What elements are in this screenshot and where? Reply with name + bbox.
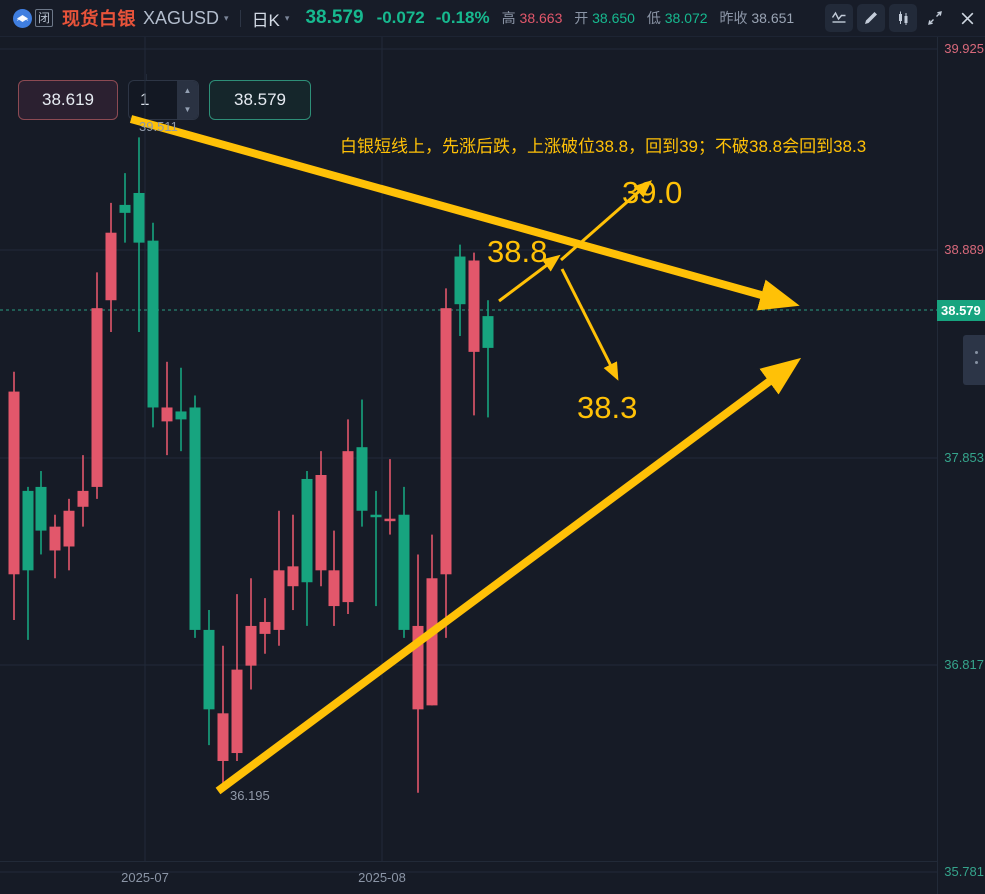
price-tick-label: 38.889 (944, 242, 984, 257)
candle-body (63, 510, 75, 547)
candle-body (454, 256, 466, 305)
candle-body (175, 411, 187, 420)
time-axis: 2025-07 2025-08 (0, 861, 937, 894)
indicator-icon[interactable] (825, 4, 853, 32)
pointer-arrow-0 (560, 180, 653, 262)
stat-label-low: 低 (646, 10, 661, 26)
candle-body (91, 308, 103, 487)
candle-body (315, 474, 327, 571)
candle-body (245, 625, 257, 666)
time-tick-label: 2025-08 (358, 870, 406, 885)
candle-body (133, 192, 145, 243)
timeframe-chevron-down-icon[interactable]: ▾ (284, 12, 290, 23)
chart-note-text: 白银短线上，先涨后跌，上涨破位38.8，回到39；不破38.8会回到38.3 (340, 137, 866, 156)
close-icon[interactable] (953, 4, 981, 32)
market-closed-badge: 闭 (35, 9, 53, 27)
candle-body (105, 232, 117, 301)
stat-label-prevclose: 昨收 (719, 10, 748, 26)
trendline-label: 39.511 (139, 119, 178, 134)
candle-body (342, 451, 354, 603)
candle-body (161, 407, 173, 422)
quantity-spinner[interactable]: ▲ ▼ (177, 81, 198, 119)
symbol-chevron-down-icon[interactable]: ▾ (224, 12, 229, 23)
pointer-arrow-2 (560, 268, 619, 381)
candle-body (35, 486, 47, 531)
candle-body (231, 669, 243, 754)
ask-price-button[interactable]: 38.579 (209, 80, 311, 120)
candle-body (328, 570, 340, 607)
stat-label-open: 开 (574, 10, 589, 26)
candle-body (189, 407, 201, 630)
stat-value-prevclose: 38.651 (751, 10, 795, 26)
brand-logo-group: 闭 (13, 8, 53, 28)
candle-body (273, 570, 285, 630)
annotation-label: 38.8 (487, 234, 547, 269)
header-divider (239, 9, 241, 27)
trendline-descending-resistance (129, 115, 800, 311)
candle-body (301, 478, 313, 583)
price-axis[interactable]: 39.925 38.889 37.853 36.817 35.781 38.579 (937, 37, 985, 894)
trendline-ascending-support (215, 357, 802, 795)
candle-body (356, 447, 368, 511)
candle-body (468, 260, 480, 352)
candle-body (49, 526, 61, 551)
annotation-label: 38.3 (577, 390, 637, 425)
candle-body (217, 713, 229, 761)
candle-body (203, 629, 215, 710)
candle-body (426, 578, 438, 706)
pointer-arrow-1 (498, 254, 561, 303)
trendline-label: 36.195 (230, 788, 270, 803)
price-tick-label: 39.925 (944, 41, 984, 56)
candle-body (412, 625, 424, 710)
annotation-layer: 白银短线上，先涨后跌，上涨破位38.8，回到39；不破38.8会回到38.3 39… (129, 115, 866, 803)
price-change-percent: -0.18% (435, 8, 490, 27)
stat-value-open: 38.650 (592, 10, 635, 26)
candlestick-chart[interactable]: 白银短线上，先涨后跌，上涨破位38.8，回到39；不破38.8会回到38.3 39… (0, 37, 937, 894)
symbol-name-cn: 现货白银 (62, 9, 136, 29)
candle-body (119, 204, 131, 213)
chart-header: 闭 现货白银 XAGUSD ▾ 日K ▾ 38.579 -0.072 -0.18… (0, 0, 985, 37)
time-tick-label: 2025-07 (121, 870, 169, 885)
handle-dot (975, 361, 978, 364)
handle-dot (975, 351, 978, 354)
broker-logo-icon (13, 8, 32, 28)
annotation-label: 39.0 (622, 175, 682, 210)
spinner-down-icon[interactable]: ▼ (183, 104, 192, 114)
candle-body (370, 514, 382, 518)
symbol-code[interactable]: XAGUSD (143, 7, 220, 28)
candle-body (259, 621, 271, 634)
price-tick-label: 37.853 (944, 450, 984, 465)
axis-scale-handle[interactable] (963, 335, 985, 385)
candle-body (22, 490, 34, 571)
candle-body (440, 308, 452, 575)
trade-toolbar: 38.619 1 ▲ ▼ 38.579 (0, 37, 985, 128)
stat-value-high: 38.663 (519, 10, 563, 26)
current-price-badge: 38.579 (937, 300, 985, 321)
candle-body (398, 514, 410, 630)
candle-body (77, 490, 89, 507)
price-change: -0.072 (376, 8, 425, 27)
quantity-stepper[interactable]: 1 ▲ ▼ (128, 80, 199, 120)
ohlc-stats: 高 38.663 开 38.650 低 38.072 昨收 38.651 (502, 8, 803, 28)
last-price: 38.579 (305, 7, 364, 28)
stat-label-high: 高 (501, 10, 516, 26)
candle-body (147, 240, 159, 408)
candle-body (8, 391, 20, 575)
compress-icon[interactable] (921, 4, 949, 32)
candle-body (384, 518, 396, 522)
candle-series (8, 137, 494, 793)
draw-pencil-icon[interactable] (857, 4, 885, 32)
candle-body (482, 316, 494, 348)
chart-grid (0, 37, 937, 873)
stat-value-low: 38.072 (664, 10, 708, 26)
price-tick-label: 36.817 (944, 657, 984, 672)
timeframe-label[interactable]: 日K (251, 10, 280, 30)
spinner-up-icon[interactable]: ▲ (183, 85, 192, 95)
price-tick-label: 35.781 (944, 864, 984, 879)
header-tool-buttons (825, 4, 981, 32)
bid-price-button[interactable]: 38.619 (18, 80, 118, 120)
candle-body (287, 566, 299, 587)
candlestick-type-icon[interactable] (889, 4, 917, 32)
